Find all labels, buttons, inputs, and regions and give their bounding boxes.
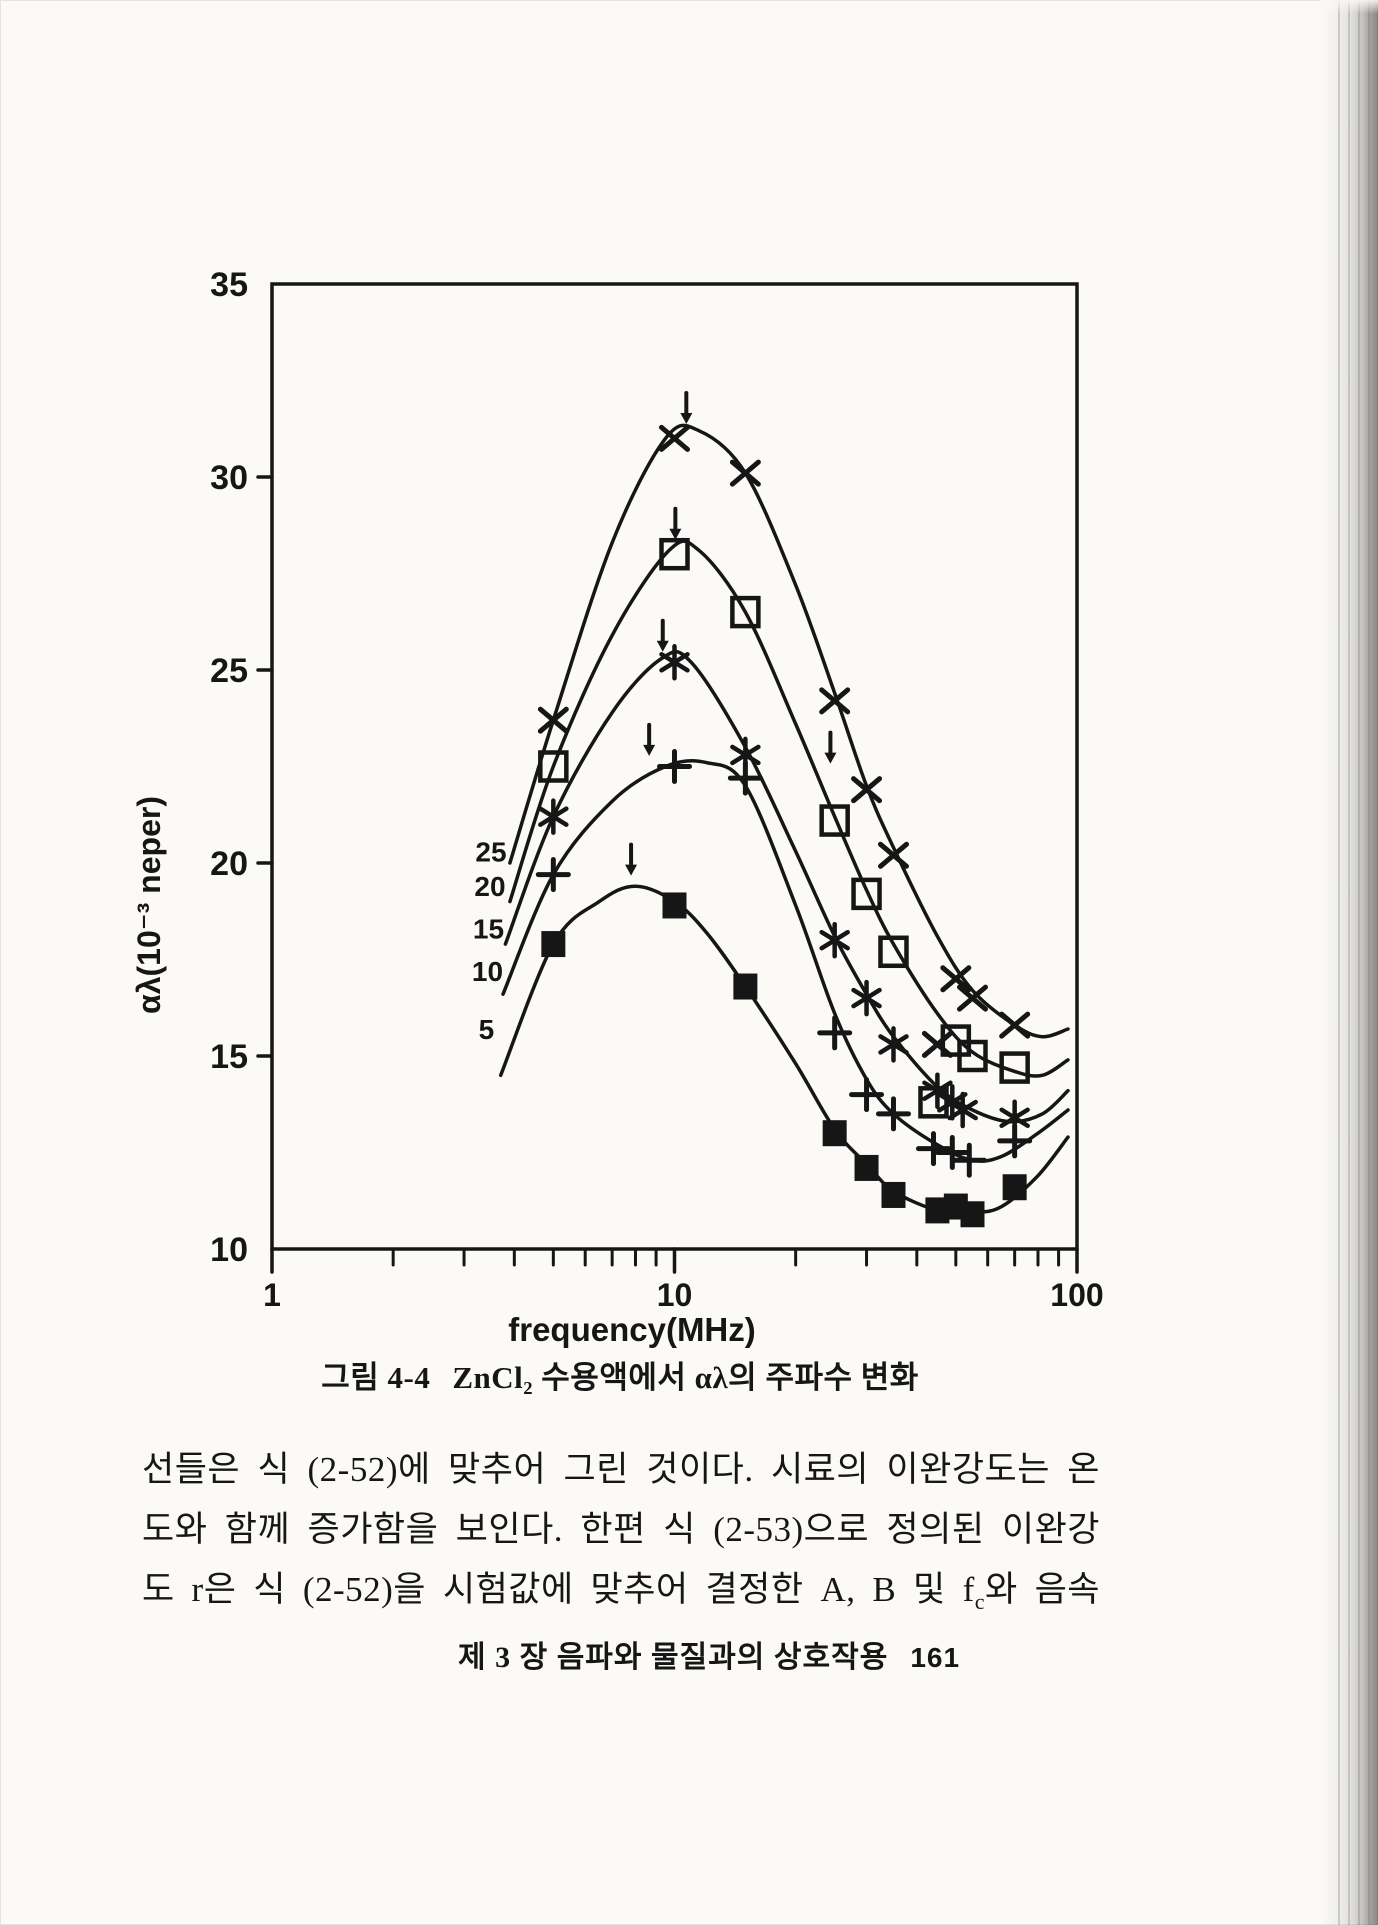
series-10C-markers — [535, 749, 1033, 1178]
y-tick-label: 20 — [210, 845, 248, 883]
series-15C: 15 — [473, 644, 1070, 1137]
series-5C-curve — [498, 884, 1070, 1215]
series-20C-markers — [538, 537, 1030, 1119]
y-tick-label: 35 — [210, 266, 248, 304]
series-10C-curve — [501, 758, 1070, 1163]
chart-axes: 10 15 20 25 30 35 1 10 100 frequency(MHz) αλ(10⁻³ … — [131, 266, 1104, 1348]
series-25C-markers — [537, 424, 1031, 1058]
series-15C-label: 15 — [473, 914, 504, 945]
peak-arrow-head — [643, 744, 656, 756]
figure-4-4-chart: 10 15 20 25 30 35 1 10 100 frequency(MHz) αλ(10⁻³ … — [131, 266, 1104, 1348]
series-20C-curve — [508, 539, 1070, 1078]
paragraph-line-1: 선들은 식 (2-52)에 맞추어 그린 것이다. 시료의 이완강도는 온 — [142, 1450, 1100, 1489]
peak-arrow-head — [669, 528, 682, 540]
peak-arrows — [625, 390, 837, 876]
chapter-title: 제 3 장 음파와 물질과의 상호작용 — [458, 1641, 889, 1674]
book-page-edge — [1320, 0, 1378, 1925]
peak-arrow-head — [680, 412, 693, 424]
series-5C-markers — [541, 892, 1027, 1228]
paragraph-line3-subscript: c — [974, 1589, 986, 1614]
paragraph: 선들은 식 (2-52)에 맞추어 그린 것이다. 시료의 이완강도는 온 도와… — [142, 1440, 1100, 1620]
series-25C-label: 25 — [475, 836, 506, 867]
series-20C: 20 — [474, 537, 1070, 1119]
paragraph-line-2: 도와 함께 증가함을 보인다. 한편 식 (2-53)으로 정의된 이완강 — [142, 1510, 1100, 1549]
y-tick-label: 30 — [210, 459, 248, 497]
peak-arrow-head — [625, 864, 638, 876]
series-10C-label: 10 — [472, 956, 503, 987]
peak-arrow-head — [824, 752, 837, 764]
x-axis-title: frequency(MHz) — [508, 1311, 756, 1348]
series-20C-label: 20 — [474, 871, 505, 902]
series-25C: 25 — [475, 423, 1070, 1058]
y-axis-title: αλ(10⁻³ neper) — [131, 796, 167, 1014]
series-5C-label: 5 — [479, 1014, 495, 1045]
series-10C: 10 — [472, 749, 1070, 1178]
paragraph-line3-post: 와 음속 — [985, 1570, 1100, 1609]
series-15C-curve — [503, 649, 1070, 1124]
y-tick-label: 15 — [210, 1038, 248, 1076]
page-footer: 제 3 장 음파와 물질과의 상호작용 161 — [458, 1632, 960, 1676]
x-tick-label: 100 — [1050, 1277, 1103, 1313]
y-tick-label: 10 — [210, 1231, 248, 1269]
figure-caption-text: ZnCl₂ 수용액에서 αλ의 주파수 변화 — [452, 1360, 919, 1395]
x-tick-label: 10 — [657, 1277, 693, 1313]
figure-caption-label: 그림 4-4 — [321, 1360, 431, 1395]
page-number: 161 — [910, 1642, 961, 1673]
series-15C-markers — [538, 644, 1030, 1137]
series-5C: 5 — [479, 884, 1070, 1228]
x-tick-label: 1 — [263, 1277, 281, 1313]
paragraph-line3-pre: 도 r은 식 (2-52)을 시험값에 맞추어 결정한 A, B 및 f — [142, 1570, 975, 1609]
paragraph-line-3: 도 r은 식 (2-52)을 시험값에 맞추어 결정한 A, B 및 fc와 음… — [142, 1560, 1100, 1620]
page-edge-top-highlight — [1320, 0, 1378, 14]
figure-caption: 그림 4-4 ZnCl₂ 수용액에서 αλ의 주파수 변화 — [110, 1352, 1130, 1397]
series-25C-curve — [508, 423, 1070, 1039]
peak-arrow-head — [656, 640, 669, 652]
page-stack-lines — [1330, 0, 1370, 1925]
y-tick-label: 25 — [210, 652, 248, 690]
